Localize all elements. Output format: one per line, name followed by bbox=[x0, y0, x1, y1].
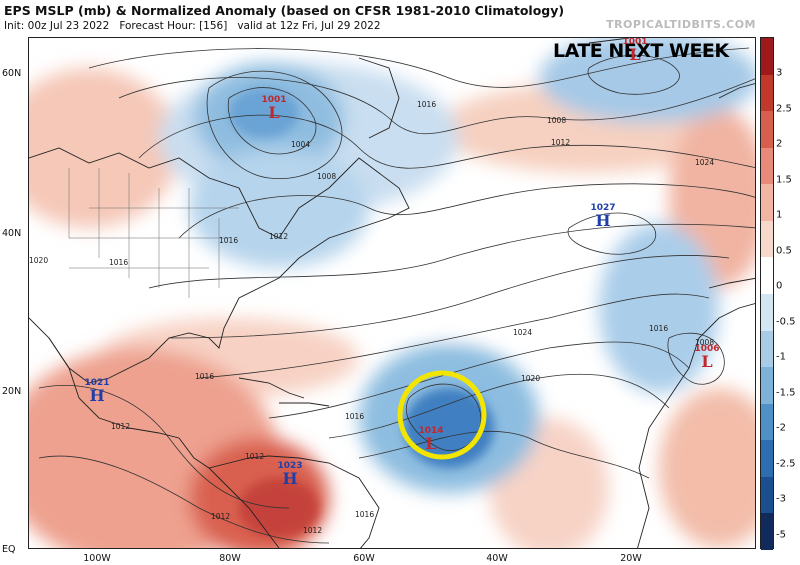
isobar-label: 1016 bbox=[219, 236, 239, 245]
colorbar-label: -3 bbox=[776, 493, 786, 505]
colorbar-segment bbox=[761, 38, 773, 76]
forecast-hour: Forecast Hour: [156] bbox=[119, 20, 228, 32]
lat-label-20n: 20N bbox=[2, 386, 22, 397]
lat-label-eq: EQ bbox=[2, 544, 16, 555]
isobar-label: 1016 bbox=[649, 324, 669, 333]
forecast-info: Init: 00z Jul 23 2022 Forecast Hour: [15… bbox=[4, 20, 381, 32]
colorbar-label: -1 bbox=[776, 351, 786, 363]
borders bbox=[68, 168, 239, 298]
colorbar-label: 2 bbox=[776, 138, 783, 150]
coastlines bbox=[29, 38, 755, 548]
isobar-label: 1012 bbox=[245, 452, 265, 461]
isobar-label: 1016 bbox=[355, 510, 375, 519]
colorbar-segment bbox=[761, 74, 773, 112]
isobar-label: 1012 bbox=[303, 526, 323, 535]
isobar-label: 1008 bbox=[317, 172, 337, 181]
forecast-map: LATE NEXT WEEK 1001 L 1001 L 1027 H 1006 L 1… bbox=[28, 37, 756, 549]
isobar-label: 1016 bbox=[109, 258, 129, 267]
lon-label-60w: 60W bbox=[353, 553, 375, 564]
colorbar-label: -2.5 bbox=[776, 458, 796, 470]
isobar-label: 1012 bbox=[269, 232, 289, 241]
lat-label-60n: 60N bbox=[2, 68, 22, 79]
colorbar-label: -1.5 bbox=[776, 387, 796, 399]
low-center-1014: 1014 L bbox=[418, 426, 444, 453]
isobar-label: 1008 bbox=[695, 338, 715, 347]
map-canvas bbox=[29, 38, 755, 548]
isobar-label: 1012 bbox=[111, 422, 131, 431]
isobar-label: 1008 bbox=[547, 116, 567, 125]
valid-time: valid at 12z Fri, Jul 29 2022 bbox=[237, 20, 381, 32]
colorbar-segment bbox=[761, 111, 773, 149]
colorbar-label: -0.5 bbox=[776, 316, 796, 328]
colorbar-label: 3 bbox=[776, 67, 783, 79]
isobar-label: 1012 bbox=[211, 512, 231, 521]
isobar-label: 1020 bbox=[521, 374, 541, 383]
lat-label-40n: 40N bbox=[2, 228, 22, 239]
colorbar-label: 0 bbox=[776, 280, 783, 292]
colorbar-label: -5 bbox=[776, 529, 786, 541]
isobar-label: 1024 bbox=[695, 158, 715, 167]
low-center-1001-canada: 1001 L bbox=[261, 95, 287, 122]
anomaly-colorbar bbox=[760, 37, 774, 551]
colorbar-label: -2 bbox=[776, 422, 786, 434]
isobar-label: 1024 bbox=[513, 328, 533, 337]
colorbar-segment bbox=[761, 220, 773, 258]
low-center-1001-greenland: 1001 L bbox=[622, 37, 648, 64]
high-center-1023: 1023 H bbox=[277, 461, 303, 488]
colorbar-segment bbox=[761, 513, 773, 551]
colorbar-segment bbox=[761, 440, 773, 478]
colorbar-segment bbox=[761, 476, 773, 514]
lon-label-100w: 100W bbox=[83, 553, 111, 564]
map-title: EPS MSLP (mb) & Normalized Anomaly (base… bbox=[4, 3, 565, 18]
colorbar-label: 2.5 bbox=[776, 103, 792, 115]
init-time: Init: 00z Jul 23 2022 bbox=[4, 20, 110, 32]
high-center-1027: 1027 H bbox=[590, 203, 616, 230]
high-center-1021: 1021 H bbox=[84, 378, 110, 405]
colorbar-label: 1 bbox=[776, 209, 783, 221]
colorbar-segment bbox=[761, 294, 773, 332]
colorbar-label: 1.5 bbox=[776, 174, 792, 186]
isobar-label: 1012 bbox=[551, 138, 571, 147]
late-next-week-banner: LATE NEXT WEEK bbox=[553, 40, 729, 62]
isobar-label: 1016 bbox=[345, 412, 365, 421]
colorbar-segment bbox=[761, 257, 773, 295]
lon-label-20w: 20W bbox=[620, 553, 642, 564]
isobar-label: 1016 bbox=[417, 100, 437, 109]
isobar-label: 1016 bbox=[195, 372, 215, 381]
site-credit: TROPICALTIDBITS.COM bbox=[606, 18, 756, 31]
lon-label-40w: 40W bbox=[486, 553, 508, 564]
isobar-label: 1004 bbox=[291, 140, 311, 149]
colorbar-segment bbox=[761, 330, 773, 368]
colorbar-label: 0.5 bbox=[776, 245, 792, 257]
highlight-circle bbox=[397, 370, 487, 460]
colorbar-segment bbox=[761, 184, 773, 222]
colorbar-segment bbox=[761, 367, 773, 405]
isobar-label: 1020 bbox=[29, 256, 49, 265]
colorbar-segment bbox=[761, 403, 773, 441]
low-center-1006: 1006 L bbox=[694, 344, 720, 371]
colorbar-segment bbox=[761, 147, 773, 185]
lon-label-80w: 80W bbox=[219, 553, 241, 564]
